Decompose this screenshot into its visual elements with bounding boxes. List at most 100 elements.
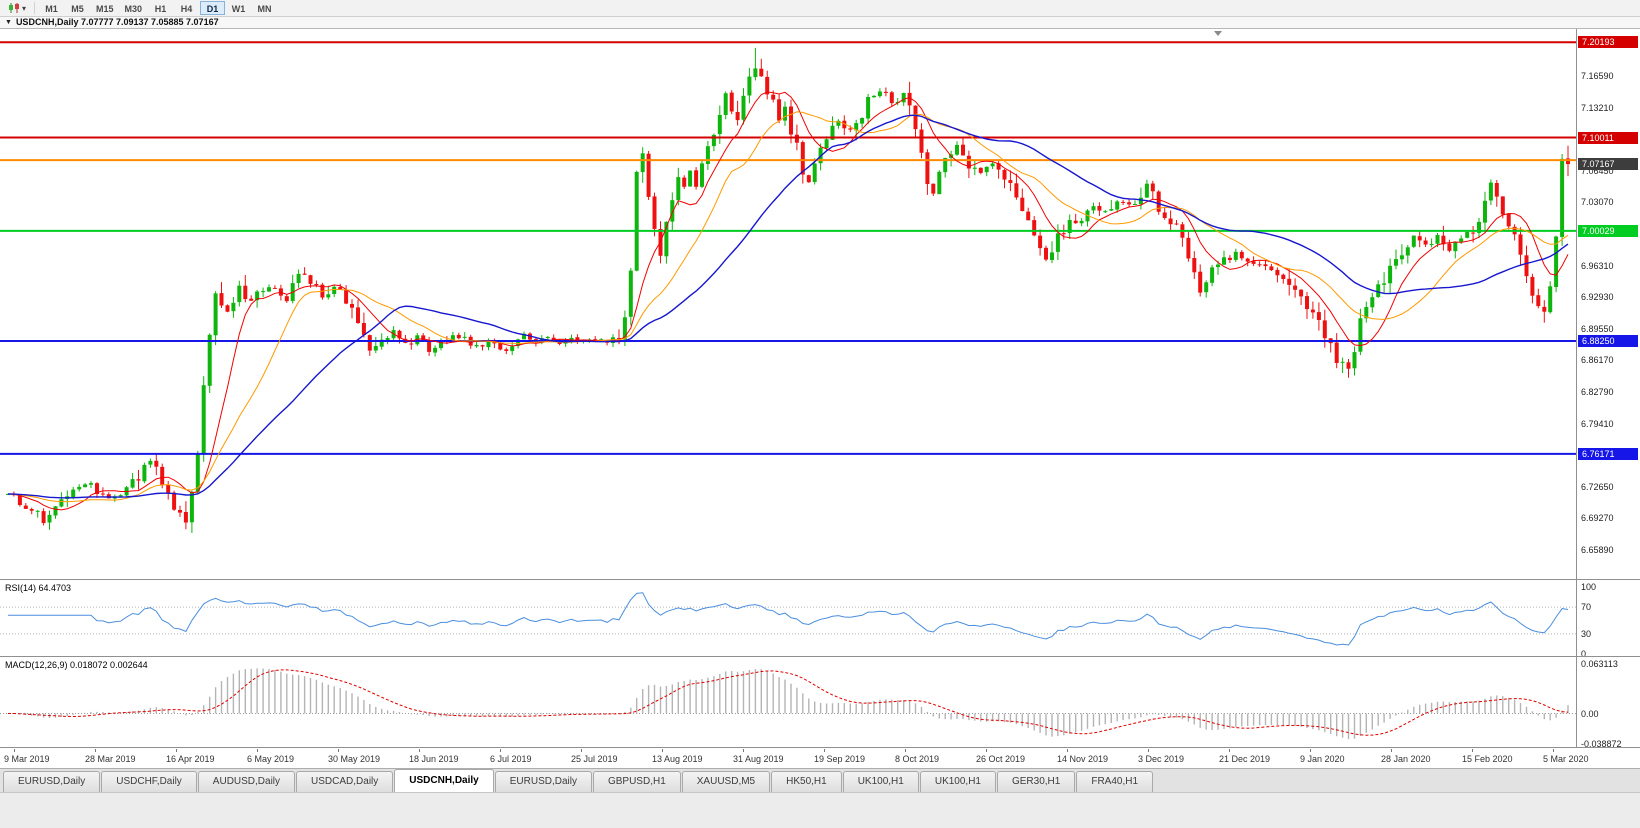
timeframe-button-m30[interactable]: M30 [124,4,143,14]
time-label: 6 May 2019 [247,754,295,764]
time-tick [14,749,15,752]
rsi-scale-tick: 70 [1581,602,1592,613]
time-tick [338,749,339,752]
price-tick: 6.82790 [1581,387,1614,398]
time-label: 5 Mar 2020 [1543,754,1589,764]
macd-label: MACD(12,26,9) 0.018072 0.002644 [5,660,148,670]
time-axis-border [0,747,1640,748]
price-tick: 6.86170 [1581,355,1614,366]
time-tick [95,749,96,752]
time-tick [743,749,744,752]
time-tick [1067,749,1068,752]
price-tick: 7.03070 [1581,197,1614,208]
rsi-plot[interactable] [0,580,1576,656]
time-label: 14 Nov 2019 [1057,754,1109,764]
rsi-scale-tick: 30 [1581,628,1592,639]
chart-tab-usdchf-daily[interactable]: USDCHF,Daily [101,771,197,792]
timeframe-button-m5[interactable]: M5 [71,4,84,14]
timeframe-button-m15[interactable]: M15 [96,4,114,14]
time-label: 26 Oct 2019 [976,754,1026,764]
timeframe-button-m1[interactable]: M1 [45,4,58,14]
time-tick [662,749,663,752]
hline-price-box: 7.10011 [1578,131,1638,144]
candlestick-plot[interactable] [0,29,1576,579]
candlestick-glyph-icon [9,3,19,13]
chart-tab-eurusd-daily[interactable]: EURUSD,Daily [3,771,101,792]
price-tick: 6.69270 [1581,513,1614,524]
time-label: 25 Jul 2019 [571,754,618,764]
timeframe-button-mn[interactable]: MN [257,4,272,14]
time-tick [176,749,177,752]
price-tick: 6.79410 [1581,418,1614,429]
chart-tabs: EURUSD,Daily USDCHF,Daily AUDUSD,Daily USDC… [0,768,1640,792]
chart-tab-hk50-h1[interactable]: HK50,H1 [771,771,842,792]
macd-scale-tick: 0.063113 [1581,659,1618,669]
macd-plot[interactable] [0,657,1576,747]
chart-tab-audusd-daily[interactable]: AUDUSD,Daily [197,771,296,792]
time-label: 28 Mar 2019 [85,754,136,764]
time-label: 8 Oct 2019 [895,754,940,764]
panel-splitter-rsi[interactable] [0,579,1640,580]
chart-tab-usdcnh-daily[interactable]: USDCNH,Daily [394,769,494,792]
rsi-scale-tick: 0 [1581,649,1587,659]
chart-tab-gbpusd-h1[interactable]: GBPUSD,H1 [592,771,681,792]
timeframe-button-w1[interactable]: W1 [231,4,246,14]
time-tick [1472,749,1473,752]
rsi-label: RSI(14) 64.4703 [5,583,72,593]
dropdown-caret-icon: ▾ [22,3,27,13]
chart-type-icon[interactable]: ▾ [3,1,30,16]
status-bar [0,792,1640,828]
chart-tab-fra40-h1[interactable]: FRA40,H1 [1076,771,1154,792]
chart-title-bar: ▼ USDCNH,Daily 7.07777 7.09137 7.05885 7… [0,17,1640,29]
rsi-scale-tick: 100 [1581,582,1597,592]
price-axis: 7.165907.132107.098307.064507.030706.996… [1576,29,1640,749]
time-label: 30 May 2019 [328,754,381,764]
timeframe-button-h1[interactable]: H1 [154,4,167,14]
panel-splitter-macd[interactable] [0,656,1640,657]
chart-tab-uk100-h1[interactable]: UK100,H1 [842,771,919,792]
chart-tab-xauusd-m5[interactable]: XAUUSD,M5 [681,771,771,792]
timeframe-button-h4[interactable]: H4 [180,4,193,14]
macd-scale-tick: 0.00 [1581,708,1599,719]
time-label: 9 Jan 2020 [1300,754,1345,764]
time-label: 16 Apr 2019 [166,754,215,764]
time-tick [986,749,987,752]
time-label: 6 Jul 2019 [490,754,532,764]
time-label: 15 Feb 2020 [1462,754,1513,764]
price-tick: 6.89550 [1581,323,1614,334]
hline-price-box: 7.20193 [1578,36,1638,49]
time-label: 9 Mar 2019 [4,754,50,764]
time-tick [419,749,420,752]
time-label: 18 Jun 2019 [409,754,459,764]
current-price-box: 7.07167 [1578,158,1638,171]
price-tick: 7.06450 [1581,165,1614,176]
timeframe-button-d1[interactable]: D1 [200,1,226,15]
chart-tab-eurusd-daily[interactable]: EURUSD,Daily [494,771,592,792]
chart-shift-marker [1214,31,1222,36]
macd-scale-tick: -0.038872 [1581,739,1622,749]
chart-tab-uk100-h1[interactable]: UK100,H1 [919,771,996,792]
time-tick [1553,749,1554,752]
toolbar-separator [34,2,36,14]
time-tick [1391,749,1392,752]
time-tick [1148,749,1149,752]
chart-tab-ger30-h1[interactable]: GER30,H1 [996,771,1076,792]
time-label: 21 Dec 2019 [1219,754,1271,764]
time-label: 19 Sep 2019 [814,754,866,764]
time-label: 31 Aug 2019 [733,754,784,764]
price-tick: 6.92930 [1581,292,1614,303]
price-tick: 6.96310 [1581,260,1614,271]
hline-price-box: 7.00029 [1578,224,1638,237]
collapse-arrow-icon[interactable]: ▼ [5,19,12,26]
time-tick [257,749,258,752]
time-label: 13 Aug 2019 [652,754,703,764]
price-tick: 6.72650 [1581,481,1614,492]
price-tick: 6.65890 [1581,545,1614,556]
time-tick [1310,749,1311,752]
time-tick [581,749,582,752]
price-tick: 7.13210 [1581,102,1614,113]
timeframe-toolbar: M1 M5 M15 M30 H1 H4 D1 W1 MN [39,1,277,15]
chart-title: USDCNH,Daily 7.07777 7.09137 7.05885 7.0… [15,17,219,27]
chart-tab-usdcad-daily[interactable]: USDCAD,Daily [296,771,394,792]
